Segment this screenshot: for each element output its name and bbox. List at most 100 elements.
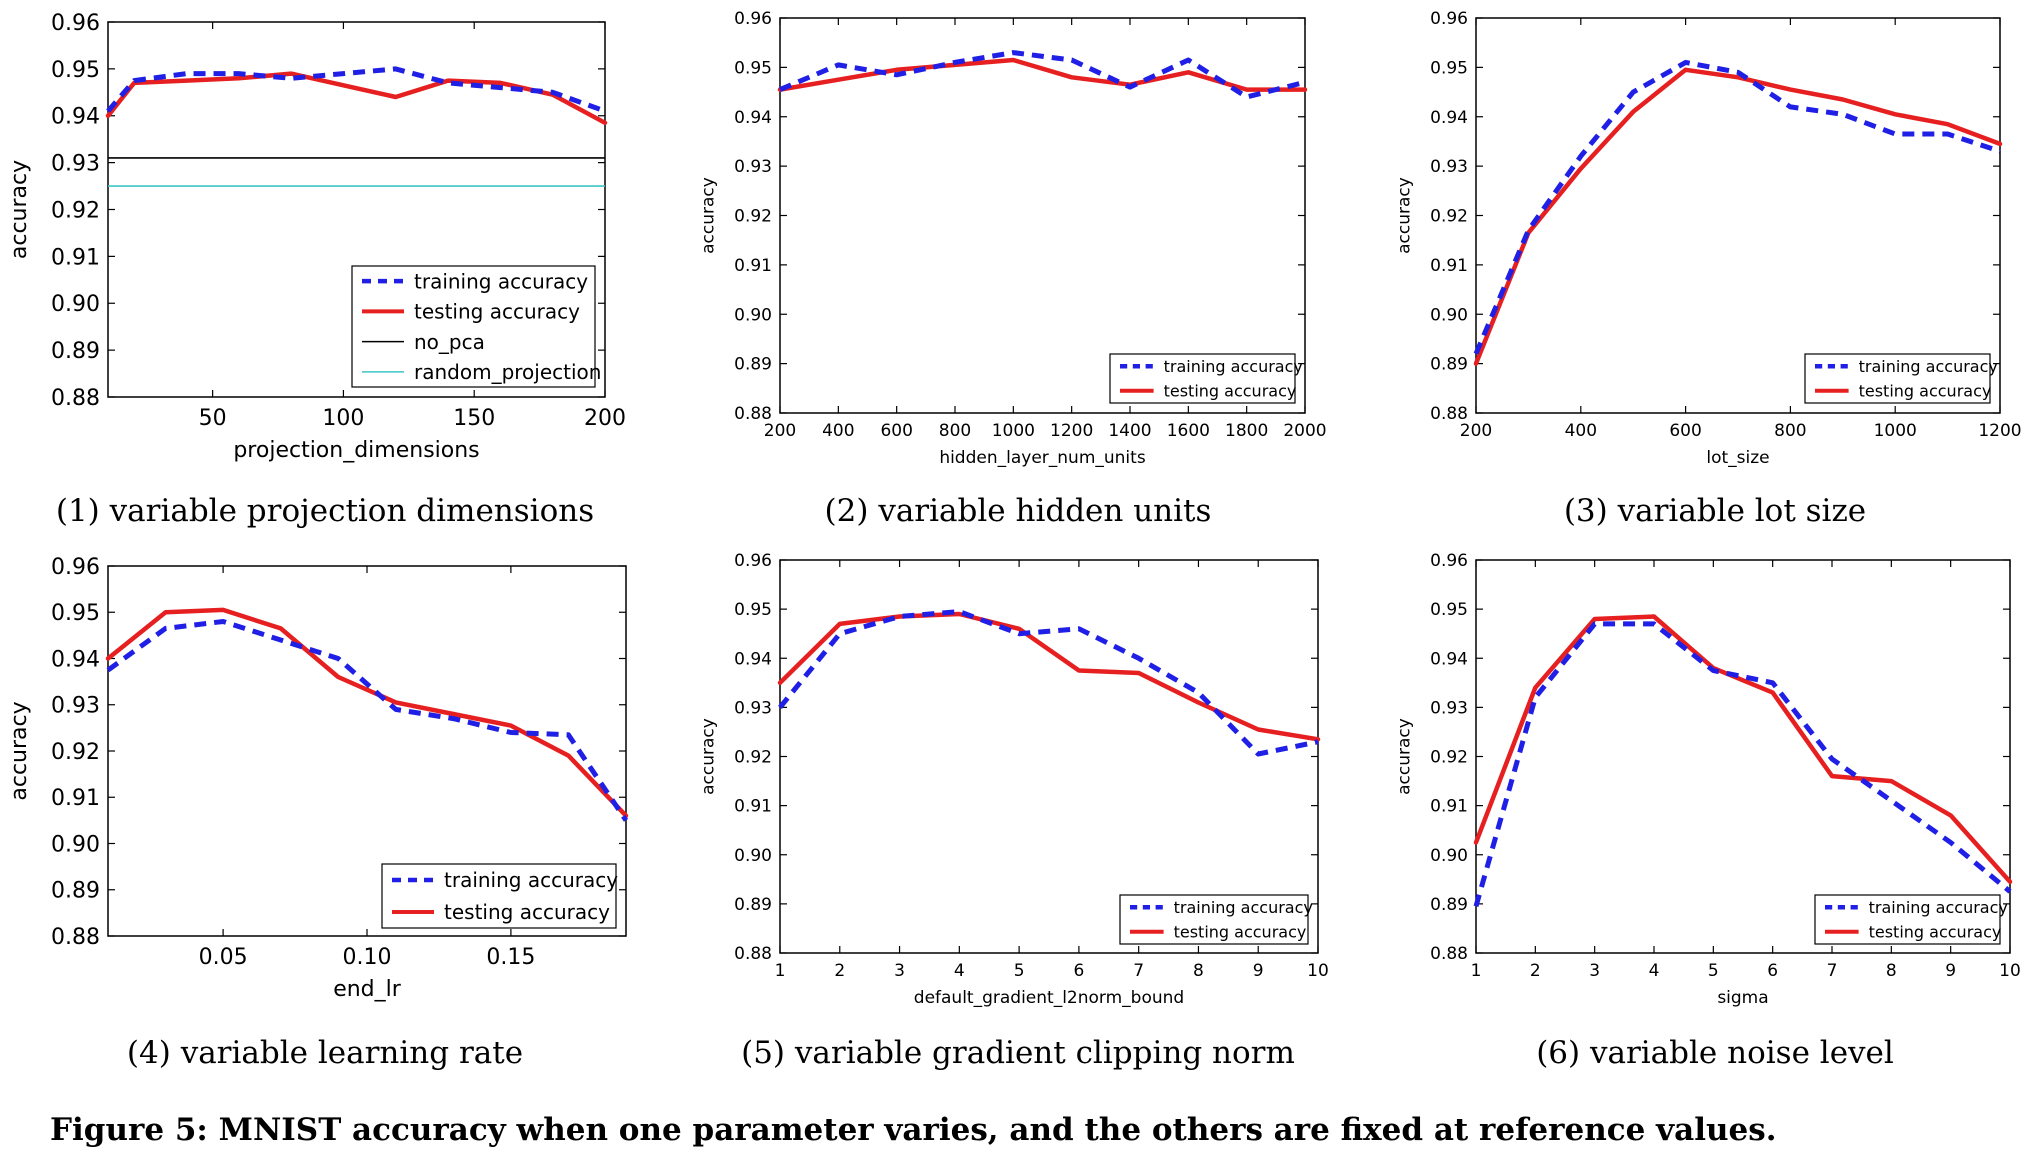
legend-box <box>1119 894 1309 945</box>
x-tick-label: 2 <box>1530 961 1541 981</box>
panel-caption: (4) variable learning rate <box>127 1035 523 1071</box>
y-tick-label: 0.91 <box>734 797 772 817</box>
y-tick-label: 0.90 <box>51 292 100 317</box>
x-tick-label: 1400 <box>1108 421 1151 441</box>
series-line-training-accuracy <box>1473 621 2012 907</box>
y-tick-label: 0.89 <box>1430 355 1468 375</box>
x-tick-label: 7 <box>1827 961 1838 981</box>
figure-caption: Figure 5: MNIST accuracy when one parame… <box>50 1112 1777 1148</box>
legend-label: training accuracy <box>1869 898 2008 917</box>
x-tick-label: 4 <box>1649 961 1660 981</box>
y-tick-label: 0.92 <box>734 748 772 768</box>
x-tick-label: 3 <box>1589 961 1600 981</box>
y-tick-label: 0.90 <box>1430 305 1468 325</box>
x-tick-label: 1 <box>1471 961 1482 981</box>
y-tick-label: 0.88 <box>1430 944 1468 964</box>
x-tick-label: 200 <box>1460 421 1492 441</box>
y-tick-label: 0.88 <box>734 944 772 964</box>
legend-label: training accuracy <box>414 269 588 293</box>
y-tick-label: 0.95 <box>51 58 100 83</box>
y-axis-label: accuracy <box>698 718 718 795</box>
x-axis-label: lot_size <box>1706 448 1769 468</box>
x-tick-label: 0.05 <box>199 945 248 970</box>
legend: training accuracy testing accuracy no_pcar… <box>351 265 601 388</box>
y-tick-label: 0.88 <box>734 404 772 424</box>
y-tick-label: 0.93 <box>734 698 772 718</box>
y-tick-label: 0.88 <box>51 925 100 950</box>
x-tick-label: 1200 <box>1978 421 2021 441</box>
chart-panel-2: 0.88 0.89 0.90 0.91 0.92 0.93 0.94 0.95 0.96 200 4… <box>698 9 1326 529</box>
y-tick-label: 0.92 <box>734 207 772 227</box>
x-tick-label: 2 <box>834 961 845 981</box>
x-tick-label: 9 <box>1253 961 1264 981</box>
legend-label: training accuracy <box>1859 357 1998 376</box>
plot-area <box>779 17 1306 414</box>
y-tick-label: 0.93 <box>51 694 100 719</box>
x-tick-label: 100 <box>322 406 364 431</box>
y-tick-label: 0.94 <box>734 649 772 669</box>
y-tick-label: 0.91 <box>1430 256 1468 276</box>
x-tick-label: 5 <box>1014 961 1025 981</box>
y-tick-label: 0.90 <box>734 305 772 325</box>
x-tick-label: 800 <box>1774 421 1806 441</box>
legend: training accuracy testing accuracy <box>1814 894 2008 945</box>
x-tick-label: 8 <box>1193 961 1204 981</box>
y-tick-label: 0.93 <box>1430 157 1468 177</box>
y-tick-label: 0.93 <box>51 152 100 177</box>
x-tick-label: 5 <box>1708 961 1719 981</box>
x-tick-label: 9 <box>1945 961 1956 981</box>
y-tick-label: 0.89 <box>51 339 100 364</box>
series-line-testing-accuracy <box>1473 614 2013 885</box>
y-tick-label: 0.90 <box>734 846 772 866</box>
panel-caption: (2) variable hidden units <box>825 493 1212 529</box>
y-tick-label: 0.95 <box>1430 600 1468 620</box>
y-axis-label: accuracy <box>698 177 718 254</box>
x-tick-label: 6 <box>1073 961 1084 981</box>
panel-caption: (6) variable noise level <box>1536 1035 1894 1071</box>
x-tick-label: 2000 <box>1283 421 1326 441</box>
x-tick-label: 8 <box>1886 961 1897 981</box>
legend-label: testing accuracy <box>444 900 610 924</box>
y-tick-label: 0.94 <box>51 647 100 672</box>
y-tick-label: 0.96 <box>734 9 772 29</box>
y-tick-label: 0.94 <box>1430 108 1468 128</box>
legend-label: training accuracy <box>444 868 618 892</box>
y-axis-label: accuracy <box>7 160 32 259</box>
y-tick-label: 0.91 <box>51 245 100 270</box>
y-tick-label: 0.91 <box>51 786 100 811</box>
x-tick-label: 150 <box>453 406 495 431</box>
y-tick-label: 0.92 <box>51 740 100 765</box>
y-tick-label: 0.89 <box>734 355 772 375</box>
legend: training accuracy testing accuracy <box>381 863 618 929</box>
y-tick-label: 0.90 <box>1430 846 1468 866</box>
x-axis-label: hidden_layer_num_units <box>939 448 1146 468</box>
legend-label: training accuracy <box>1174 898 1313 917</box>
y-tick-label: 0.96 <box>51 11 100 36</box>
y-tick-label: 0.90 <box>51 832 100 857</box>
chart-panel-5: 0.88 0.89 0.90 0.91 0.92 0.93 0.94 0.95 0.96 1 2 3 4… <box>698 551 1329 1071</box>
x-tick-label: 7 <box>1133 961 1144 981</box>
y-tick-label: 0.96 <box>51 555 100 580</box>
legend-box <box>1814 894 2001 945</box>
chart-panel-6: 0.88 0.89 0.90 0.91 0.92 0.93 0.94 0.95 0.96 1 2 3 4… <box>1394 551 2021 1071</box>
x-tick-label: 6 <box>1767 961 1778 981</box>
x-tick-label: 3 <box>894 961 905 981</box>
series-line-training-accuracy <box>106 66 606 114</box>
y-tick-label: 0.89 <box>1430 895 1468 915</box>
y-tick-label: 0.89 <box>734 895 772 915</box>
plot-area <box>779 559 1319 954</box>
y-tick-label: 0.92 <box>51 198 100 223</box>
y-tick-label: 0.96 <box>1430 551 1468 571</box>
series-line-training-accuracy <box>106 619 629 822</box>
panel-caption: (5) variable gradient clipping norm <box>741 1035 1295 1071</box>
x-tick-label: 10 <box>1307 961 1329 981</box>
series-line-training-accuracy <box>779 50 1306 100</box>
legend-label: testing accuracy <box>1859 382 1992 401</box>
chart-panel-4: 0.88 0.89 0.90 0.91 0.92 0.93 0.94 0.95 0.96 0.05… <box>7 555 629 1071</box>
legend-label: training accuracy <box>1164 357 1303 376</box>
chart-panel-3: 0.88 0.89 0.90 0.91 0.92 0.93 0.94 0.95 0.96 200 4… <box>1394 9 2021 529</box>
y-tick-label: 0.95 <box>51 601 100 626</box>
x-tick-label: 1800 <box>1225 421 1268 441</box>
y-tick-label: 0.94 <box>734 108 772 128</box>
